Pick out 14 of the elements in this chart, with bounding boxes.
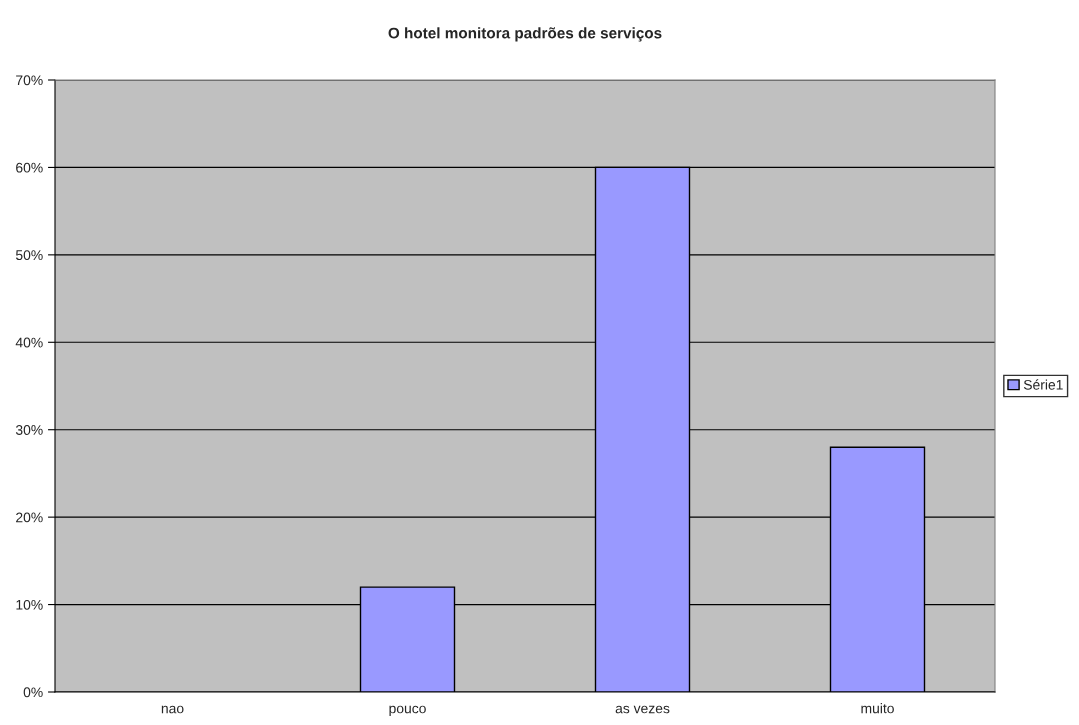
- y-tick-label: 0%: [23, 687, 43, 698]
- x-tick-label: as vezes: [615, 705, 670, 714]
- y-tick-label: 20%: [16, 512, 43, 523]
- x-tick-label: nao: [161, 705, 184, 714]
- y-tick-label: 30%: [15, 425, 43, 435]
- x-tick-label: pouco: [389, 705, 426, 717]
- y-tick-label: 70%: [16, 75, 43, 86]
- y-tick-label: 60%: [16, 162, 43, 173]
- y-tick-label: 10%: [16, 599, 43, 610]
- y-tick-label: 50%: [15, 250, 43, 261]
- y-tick-label: 40%: [15, 337, 43, 348]
- x-tick-label: muito: [861, 703, 894, 714]
- chart-title: O hotel monitora padrões de serviços: [388, 27, 662, 42]
- legend-label: Série1: [1023, 379, 1063, 390]
